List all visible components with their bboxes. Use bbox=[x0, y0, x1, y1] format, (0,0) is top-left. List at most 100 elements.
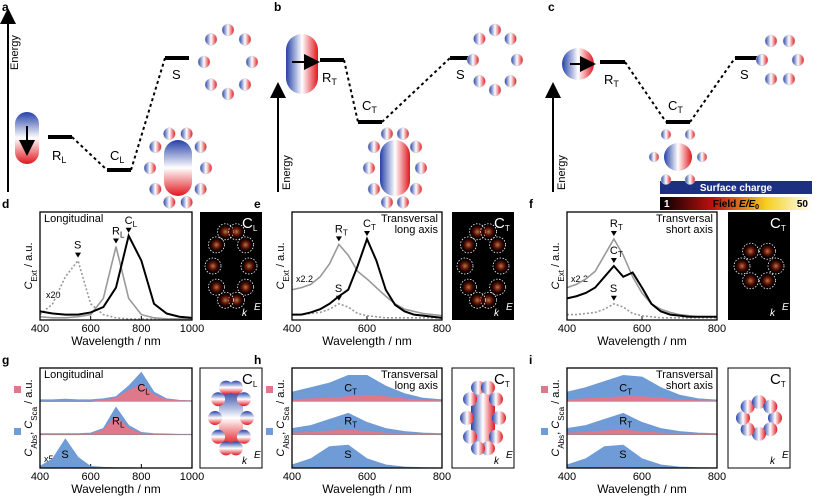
peak-marker bbox=[335, 236, 342, 242]
label-main: C bbox=[770, 215, 781, 232]
nanosphere bbox=[660, 174, 672, 185]
label-sub: L bbox=[120, 421, 125, 430]
label-main: R bbox=[619, 416, 627, 428]
particle-outline bbox=[460, 278, 477, 296]
label-main: R bbox=[335, 223, 343, 235]
x-tick-label: 800 bbox=[708, 323, 726, 335]
glow bbox=[237, 279, 254, 296]
plot-frame bbox=[39, 367, 193, 469]
series-line bbox=[567, 302, 717, 319]
label: RT bbox=[344, 416, 357, 430]
label-main: C bbox=[494, 215, 505, 232]
glow bbox=[759, 243, 776, 260]
y-label-part: , bbox=[275, 429, 287, 435]
energy-c: c Energy RT CT S bbox=[545, 0, 759, 192]
x-tick-label: 800 bbox=[433, 323, 451, 335]
plot-frame bbox=[566, 211, 718, 321]
level-label: RL bbox=[52, 148, 66, 165]
particle-outline bbox=[469, 291, 486, 309]
area-edge bbox=[291, 429, 443, 436]
x-axis-label: Wavelength / nm bbox=[322, 482, 412, 496]
label: CL bbox=[137, 382, 150, 396]
nanosphere bbox=[409, 140, 423, 154]
rod bbox=[471, 388, 495, 448]
y-label-part: C bbox=[23, 449, 35, 457]
label: CT bbox=[610, 245, 623, 259]
nanosphere bbox=[764, 34, 778, 48]
charge-particle bbox=[240, 411, 254, 425]
area-fill bbox=[567, 413, 717, 435]
e-label: E bbox=[506, 450, 513, 461]
nanosphere bbox=[791, 53, 805, 67]
label: CT bbox=[619, 382, 632, 396]
transitions bbox=[624, 57, 736, 123]
label: S bbox=[335, 283, 342, 295]
legend-swatch bbox=[14, 386, 21, 393]
x-tick-label: 1000 bbox=[180, 323, 204, 335]
nanosphere bbox=[163, 195, 176, 209]
glow bbox=[734, 258, 750, 274]
label-sub: T bbox=[343, 228, 348, 237]
y-label-part: Ext bbox=[557, 269, 566, 281]
y-label-part: Sca bbox=[30, 406, 39, 420]
particle-outline bbox=[456, 257, 474, 275]
y-axis-label: CExt / a.u. bbox=[275, 242, 291, 289]
y-label-part: C bbox=[23, 421, 35, 429]
peak-marker bbox=[364, 231, 370, 236]
nanosphere bbox=[194, 182, 207, 196]
glow bbox=[205, 258, 221, 274]
levels bbox=[320, 56, 474, 124]
y-label-part: C bbox=[275, 282, 287, 290]
level-label: S bbox=[456, 67, 465, 82]
label-sub: T bbox=[352, 387, 357, 396]
particle-outline bbox=[759, 242, 776, 260]
particle-outline bbox=[228, 223, 245, 241]
chart-title: short axis bbox=[666, 224, 714, 236]
y-label-part: Sca bbox=[282, 406, 291, 420]
label-main: C bbox=[242, 215, 253, 232]
e-label: E bbox=[254, 450, 261, 461]
label-sub: L bbox=[133, 220, 138, 229]
nanosphere bbox=[473, 32, 486, 46]
area-fill bbox=[292, 395, 442, 402]
series-line bbox=[292, 236, 443, 319]
charge-bar bbox=[660, 181, 812, 194]
glow bbox=[460, 236, 477, 253]
x-tick-label: 400 bbox=[558, 471, 576, 483]
area-fill bbox=[40, 416, 192, 435]
nanosphere bbox=[396, 195, 410, 209]
charge-particle bbox=[752, 395, 766, 409]
nanosphere bbox=[199, 161, 213, 175]
glow bbox=[768, 258, 784, 274]
label: CL bbox=[242, 371, 258, 389]
glow bbox=[480, 223, 497, 240]
y-label-part: / a.u. bbox=[23, 242, 35, 270]
label-main: S bbox=[335, 283, 342, 295]
label-main: S bbox=[610, 283, 617, 295]
area-fill bbox=[567, 445, 717, 468]
y-axis-label: CExt / a.u. bbox=[23, 242, 39, 289]
nanosphere bbox=[473, 74, 486, 88]
y-label-part: Abs bbox=[30, 435, 39, 449]
chart-title: long axis bbox=[395, 224, 439, 236]
label-sub: T bbox=[627, 421, 632, 430]
nanosphere bbox=[488, 23, 502, 37]
nanosphere bbox=[466, 53, 480, 67]
level-label: RT bbox=[322, 70, 337, 87]
label-main: C bbox=[619, 382, 627, 394]
chart-title: short axis bbox=[666, 380, 714, 392]
label-main: C bbox=[125, 215, 133, 227]
label: RL bbox=[112, 416, 125, 430]
series-line bbox=[566, 237, 717, 318]
legend-label: Field E/E0 bbox=[713, 199, 759, 211]
label-main: C bbox=[344, 382, 352, 394]
nanosphere bbox=[755, 53, 769, 67]
area-fill bbox=[40, 439, 192, 468]
peak-marker bbox=[610, 231, 617, 236]
level-label: CL bbox=[110, 148, 124, 165]
nanosphere bbox=[660, 129, 672, 140]
glow bbox=[208, 236, 225, 253]
label-sub: T bbox=[352, 421, 357, 430]
nanosphere bbox=[367, 182, 381, 196]
label-sub: T bbox=[627, 387, 632, 396]
